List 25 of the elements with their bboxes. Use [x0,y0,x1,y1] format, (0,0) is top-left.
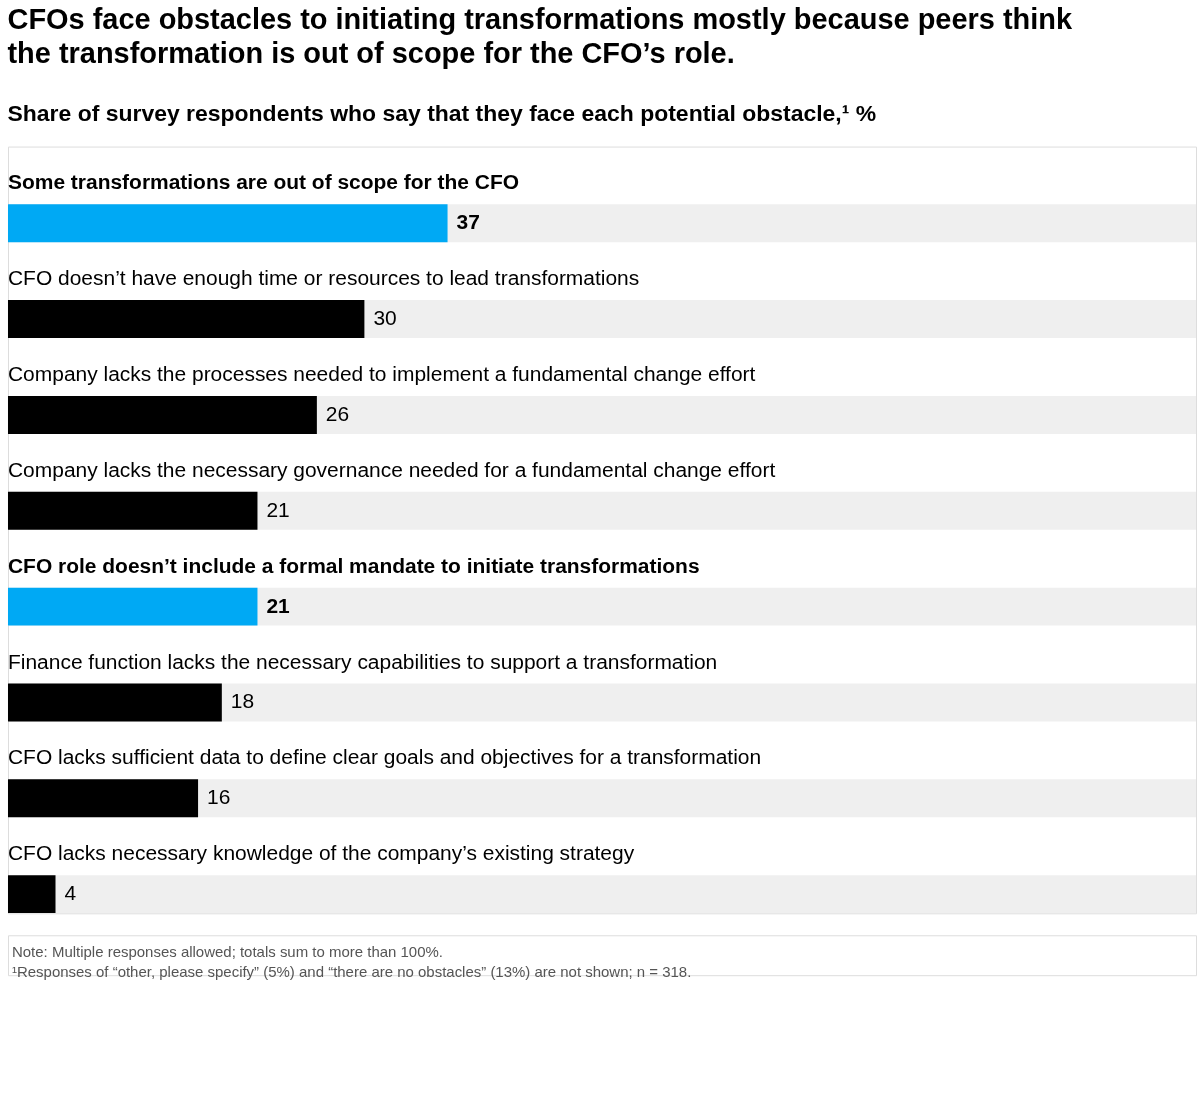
bar [7,683,222,722]
data-label: 26 [325,401,350,425]
data-label: 4 [64,881,77,905]
y-tick-label: CFO doesn’t have enough time or resources to lead transformations [7,266,640,290]
y-tick-label: Company lacks the processes needed to implement a fundamental change effort [7,361,756,385]
y-tick-label: CFO lacks necessary knowledge of the company’s existing strategy [7,841,635,865]
text: Note: Multiple responses allowed; totals sum to more than 100%. [11,943,443,961]
data-label: 30 [373,306,397,330]
y-tick-label: CFO role doesn’t include a formal mandate to initiate transformations [7,553,700,577]
text: ¹Responses of “other, please specify” (5%) and “there are no obstacles” (13%) are not shown; n = 318. [11,963,692,981]
y-tick-label: Finance function lacks the necessary capabilities to support a transformation [7,649,718,673]
y-tick-label: CFO lacks sufficient data to define clear goals and objectives for a transformation [7,745,762,769]
chart-title: CFOs face obstacles to initiating transformations mostly because peers think the transformation is out of scope for the CFO’s role. [7,3,1073,70]
data-label: 16 [207,785,231,809]
data-label: 21 [266,497,290,521]
bar [7,587,258,626]
data-label: 21 [266,593,291,617]
data-label: 18 [230,689,255,713]
data-label: 37 [456,210,480,234]
chart-subtitle: Share of survey respondents who say that they face each potential obstacle,¹ % [7,100,877,127]
y-tick-label: Some transformations are out of scope for the CFO [7,170,520,194]
bar [7,875,56,914]
y-tick-label: Company lacks the necessary governance needed for a fundamental change effort [7,457,776,481]
bar [7,491,258,530]
bar [7,779,199,818]
